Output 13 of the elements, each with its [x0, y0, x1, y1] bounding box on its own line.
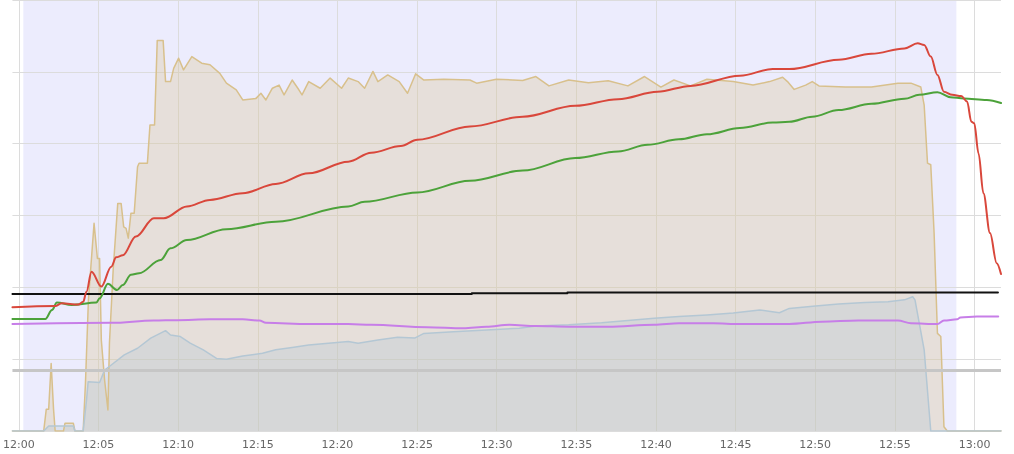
x-tick-label: 12:25	[401, 438, 433, 451]
x-tick-label: 12:30	[480, 438, 513, 451]
x-tick-label: 12:10	[162, 438, 195, 451]
x-tick-label: 12:05	[82, 438, 115, 451]
x-tick-label: 12:55	[879, 438, 911, 451]
x-tick-label: 12:50	[799, 438, 832, 451]
x-tick-label: 12:00	[3, 438, 35, 451]
x-tick-label: 13:00	[958, 438, 991, 451]
x-tick-label: 12:15	[241, 438, 274, 451]
x-tick-label: 12:20	[321, 438, 354, 451]
x-tick-label: 12:45	[719, 438, 752, 451]
x-tick-label: 12:35	[560, 438, 593, 451]
x-tick-label: 12:40	[640, 438, 672, 451]
